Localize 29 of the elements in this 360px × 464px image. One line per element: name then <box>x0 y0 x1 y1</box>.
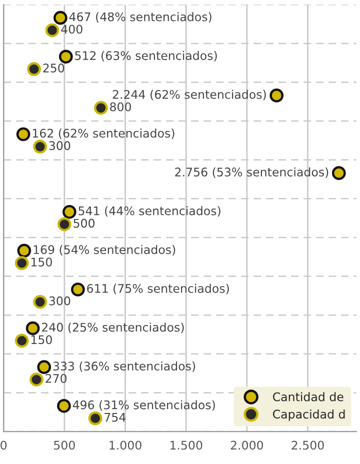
data-label: 512 (63% sentenciados) <box>75 50 217 62</box>
data-label: 150 <box>31 258 52 267</box>
data-label: 800 <box>110 102 132 112</box>
x-tick-label: 2.500 <box>292 440 324 450</box>
data-label: 2.756 (53% sentenciados) <box>175 167 328 178</box>
x-tick-label: 0 <box>0 440 7 450</box>
data-label: 300 <box>49 296 70 306</box>
data-label: 300 <box>49 141 70 150</box>
data-label: 541 (44% sentenciados) <box>78 206 220 217</box>
data-label: 754 <box>104 412 126 422</box>
legend-label: Capacidad d <box>272 409 345 421</box>
data-label: 2.244 (62% sentenciados) <box>112 90 266 100</box>
data-label: 270 <box>46 374 67 383</box>
data-label: 611 (75% sentenciados) <box>87 284 229 294</box>
data-label: 250 <box>43 64 64 72</box>
x-tick-label: 1.000 <box>110 440 142 450</box>
data-label: 162 (62% sentenciados) <box>32 128 174 140</box>
x-tick-label: 500 <box>54 440 75 450</box>
data-label: 240 (25% sentenciados) <box>42 322 184 334</box>
data-label: 467 (48% sentenciados) <box>69 12 212 23</box>
data-label: 150 <box>31 335 52 344</box>
x-tick-label: 1.500 <box>170 440 202 450</box>
data-label: 169 (54% sentenciados) <box>34 244 176 256</box>
data-label: 400 <box>61 24 82 34</box>
data-label: 500 <box>74 218 95 228</box>
x-tick-label: 2.000 <box>230 440 264 450</box>
legend-label: Cantidad de <box>272 392 344 402</box>
data-label: 496 (31% sentenciados) <box>72 400 215 411</box>
data-label: 333 (36% sentenciados) <box>53 361 196 372</box>
